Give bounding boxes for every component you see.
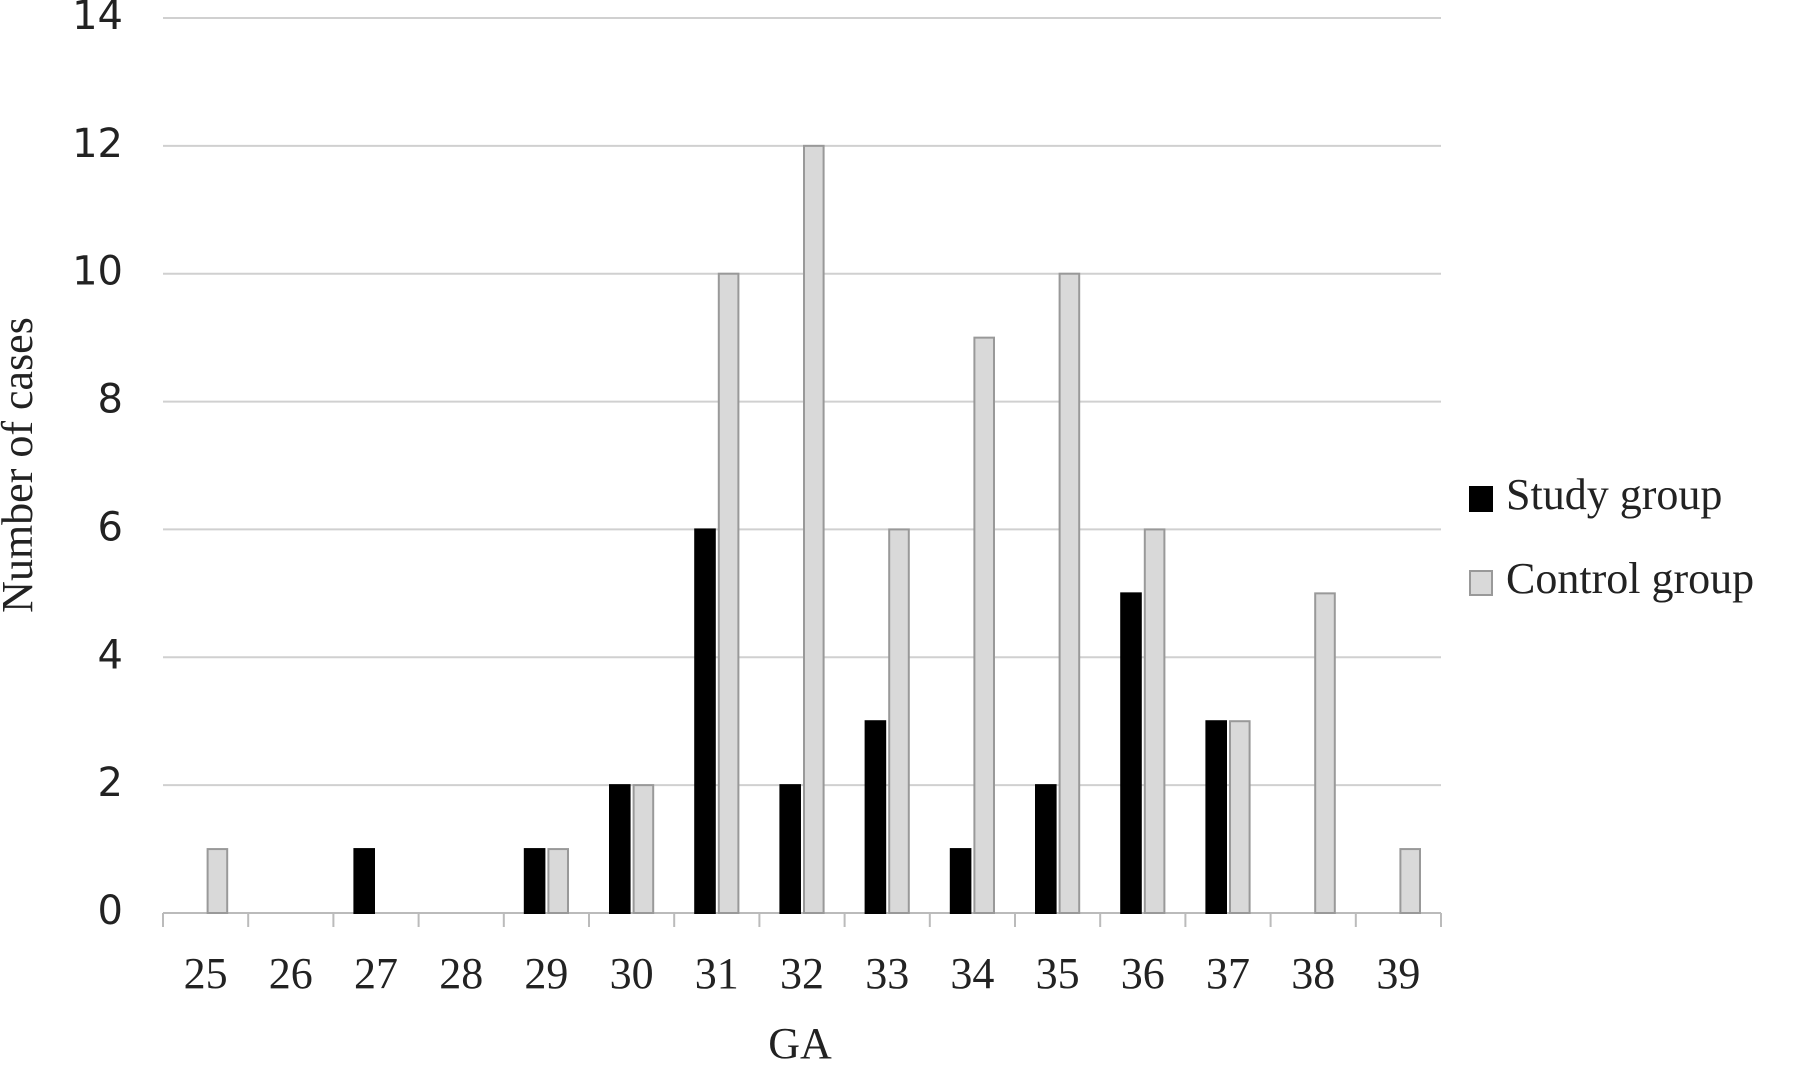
y-tick-label: 0 <box>98 888 123 934</box>
x-tick-label: 31 <box>695 949 739 998</box>
y-tick-label: 2 <box>98 760 123 806</box>
bar <box>803 144 825 915</box>
bar <box>632 784 655 915</box>
x-tick-label: 33 <box>865 949 909 998</box>
legend-swatch <box>1469 570 1493 596</box>
x-tick-label: 38 <box>1291 949 1335 998</box>
x-tick-label: 35 <box>1036 949 1080 998</box>
x-tick-label: 26 <box>269 949 313 998</box>
bar <box>609 784 631 915</box>
x-axis-label: GA <box>768 1019 832 1068</box>
bar <box>353 848 375 914</box>
y-tick-label: 8 <box>98 377 123 423</box>
x-tick-label: 32 <box>780 949 824 998</box>
legend-swatch <box>1469 486 1493 512</box>
x-tick-label: 34 <box>950 949 994 998</box>
bar <box>206 848 229 914</box>
bar <box>949 848 972 914</box>
y-tick-label: 14 <box>72 0 123 39</box>
bar <box>1058 272 1081 914</box>
bar <box>973 336 995 914</box>
legend-label: Study group <box>1506 470 1722 519</box>
x-tick-label: 39 <box>1376 949 1420 998</box>
bar <box>1314 592 1336 914</box>
x-tick-label: 28 <box>439 949 483 998</box>
x-tick-label: 30 <box>610 949 654 998</box>
bar <box>694 528 716 915</box>
bar <box>888 528 910 915</box>
bar <box>779 784 801 915</box>
y-axis-label: Number of cases <box>0 317 42 613</box>
bar <box>547 848 569 914</box>
bar <box>1035 784 1057 915</box>
bar <box>1399 848 1421 914</box>
x-tick-label: 29 <box>524 949 568 998</box>
bar <box>1120 592 1142 914</box>
bar <box>1143 528 1166 915</box>
bar <box>864 720 887 915</box>
y-tick-label: 10 <box>72 249 123 295</box>
y-tick-label: 4 <box>98 632 123 678</box>
x-tick-label: 37 <box>1206 949 1250 998</box>
x-tick-label: 25 <box>184 949 228 998</box>
x-tick-label: 36 <box>1121 949 1165 998</box>
bar <box>523 848 546 914</box>
legend-label: Control group <box>1506 554 1754 603</box>
x-tick-label: 27 <box>354 949 398 998</box>
y-tick-label: 6 <box>98 504 123 550</box>
bar <box>1229 720 1251 915</box>
y-tick-label: 12 <box>72 121 123 167</box>
bar <box>1205 720 1228 915</box>
bar <box>717 272 740 914</box>
